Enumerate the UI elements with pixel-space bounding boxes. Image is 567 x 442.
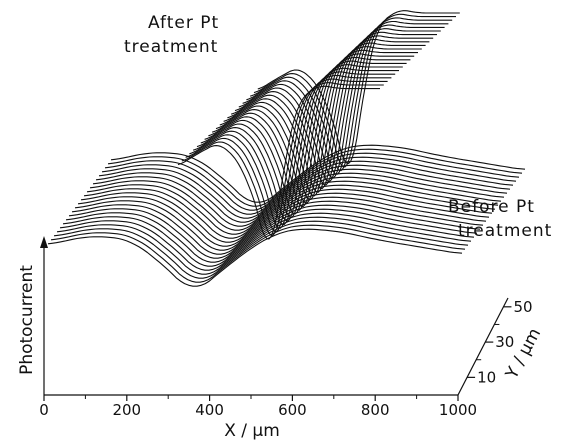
scan-line (227, 38, 430, 193)
scan-line (80, 184, 496, 243)
scan-line (250, 17, 453, 172)
scan-line (95, 164, 511, 223)
x-axis-label: X / μm (224, 421, 280, 441)
scan-line (92, 168, 508, 227)
scan-line (231, 35, 434, 190)
after-surface (177, 10, 460, 240)
x-tick-label: 200 (112, 401, 141, 419)
scan-line (83, 180, 499, 239)
scan-line (89, 172, 505, 231)
scan-line (104, 152, 520, 211)
scan-line (98, 160, 514, 219)
y-tick-label: 50 (513, 298, 532, 316)
scan-line (246, 20, 449, 175)
x-tick-label: 400 (195, 401, 224, 419)
y-tick-label: 30 (495, 333, 514, 351)
y-axis-label: Photocurrent (17, 265, 37, 375)
scan-line (257, 10, 460, 164)
scan-line (50, 224, 466, 283)
scan-line (59, 212, 475, 271)
scan-line (219, 46, 422, 200)
after-label-line1: After Pt (148, 13, 219, 33)
after-label-line2: treatment (124, 37, 218, 57)
photocurrent-axis-arrow (40, 236, 48, 248)
scan-line (62, 208, 478, 267)
scan-line (101, 156, 517, 215)
scan-line (86, 176, 502, 235)
scan-line (234, 31, 437, 186)
scan-line (47, 228, 463, 287)
before-label-line1: Before Pt (448, 197, 535, 217)
scan-line (181, 82, 384, 236)
before-surface (47, 144, 526, 287)
x-tick-label: 600 (278, 401, 307, 419)
y-ticks: 10 30 50 (467, 298, 533, 386)
scan-line (68, 200, 484, 259)
scan-line (65, 204, 481, 263)
scan-line (74, 192, 490, 251)
scan-line (242, 24, 445, 179)
scan-line (56, 216, 472, 275)
scan-line (110, 144, 526, 203)
y-tick-label: 10 (477, 368, 496, 386)
y-axis-line (457, 297, 509, 396)
x-ticks: 0 200 400 600 800 1000 (39, 395, 477, 419)
x-tick-label: 0 (39, 401, 49, 419)
x-tick-label: 800 (361, 401, 390, 419)
scan-line (200, 64, 403, 218)
scan-line (77, 188, 493, 247)
scan-line (238, 28, 441, 182)
scan-line (71, 196, 487, 255)
scan-line (208, 56, 411, 211)
x-tick-label: 1000 (439, 401, 477, 419)
before-label-line2: treatment (458, 221, 552, 241)
scan-line (253, 13, 456, 168)
scan-line (53, 220, 469, 279)
scan-line (107, 148, 523, 207)
